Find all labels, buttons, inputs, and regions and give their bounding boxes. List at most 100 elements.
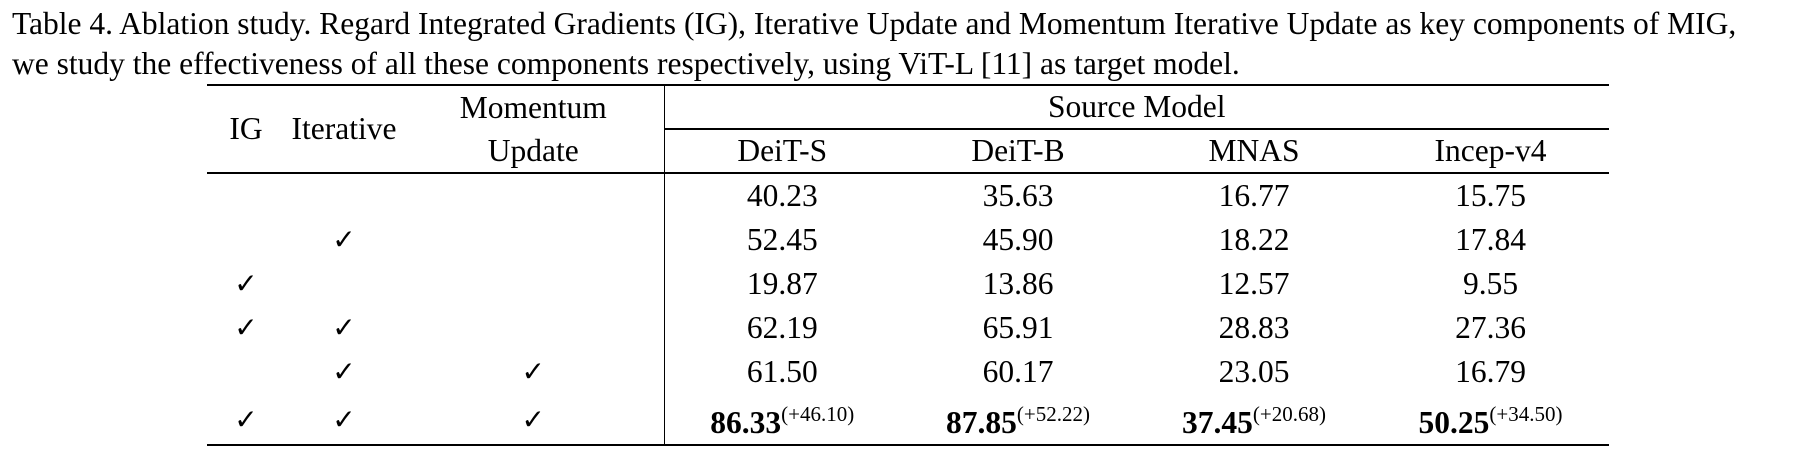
cell-value: 9.55 <box>1372 261 1609 305</box>
value-number: 16.79 <box>1455 353 1526 389</box>
header-source-incep-v4: Incep-v4 <box>1372 129 1609 174</box>
header-source-deit-b: DeiT-B <box>900 129 1136 174</box>
table-row: ✓ 52.45 45.90 18.22 17.84 <box>207 217 1609 261</box>
cell-value: 50.25(+34.50) <box>1372 393 1609 446</box>
gain-superscript: (+46.10) <box>781 402 855 426</box>
header-ig: IG <box>207 84 285 174</box>
cell-value: 12.57 <box>1136 261 1372 305</box>
checkmark-icon: ✓ <box>521 402 545 436</box>
cell-value: 15.75 <box>1372 173 1609 217</box>
table-row: ✓ ✓ 62.19 65.91 28.83 27.36 <box>207 305 1609 349</box>
checkmark-icon: ✓ <box>332 402 356 436</box>
cell-momentum <box>403 305 665 349</box>
gain-superscript: (+20.68) <box>1252 402 1326 426</box>
cell-value: 18.22 <box>1136 217 1372 261</box>
checkmark-icon: ✓ <box>234 402 258 436</box>
value-number: 45.90 <box>982 221 1054 257</box>
value-number: 50.25 <box>1418 405 1490 440</box>
checkmark-icon: ✓ <box>521 355 545 388</box>
value-number: 27.36 <box>1455 309 1526 345</box>
value-number: 40.23 <box>746 178 818 213</box>
cell-iterative <box>285 261 403 305</box>
checkmark-icon: ✓ <box>332 311 356 344</box>
cell-value: 87.85(+52.22) <box>900 393 1136 446</box>
cell-iterative: ✓ <box>285 305 403 349</box>
cell-value: 17.84 <box>1372 217 1609 261</box>
table-body: 40.23 35.63 16.77 15.75 ✓ 52.45 45.90 18.22 17.8… <box>207 173 1609 446</box>
gain-superscript: (+52.22) <box>1016 402 1090 426</box>
cell-value: 60.17 <box>900 349 1136 393</box>
table-row: 40.23 35.63 16.77 15.75 <box>207 173 1609 217</box>
header-source-mnas: MNAS <box>1136 129 1372 174</box>
checkmark-icon: ✓ <box>332 355 356 388</box>
cell-momentum: ✓ <box>403 393 665 446</box>
cell-ig: ✓ <box>207 305 285 349</box>
value-number: 62.19 <box>746 309 818 345</box>
value-number: 12.57 <box>1218 265 1290 301</box>
cell-momentum <box>403 261 665 305</box>
cell-value: 13.86 <box>900 261 1136 305</box>
checkmark-icon: ✓ <box>234 311 258 344</box>
value-number: 28.83 <box>1218 309 1290 345</box>
value-number: 19.87 <box>746 265 818 301</box>
header-source-model: Source Model <box>664 84 1609 130</box>
cell-value: 40.23 <box>664 173 900 217</box>
cell-momentum: ✓ <box>403 349 665 393</box>
value-number: 52.45 <box>746 221 818 257</box>
cell-momentum <box>403 173 665 217</box>
value-number: 23.05 <box>1218 353 1290 389</box>
checkmark-icon: ✓ <box>234 267 258 300</box>
cell-iterative <box>285 173 403 217</box>
cell-ig <box>207 349 285 393</box>
table-row: ✓ ✓ ✓ 86.33(+46.10) 87.85(+52.22) 37.45(+20.6… <box>207 393 1609 446</box>
gain-superscript: (+34.50) <box>1489 402 1563 426</box>
value-number: 65.91 <box>982 309 1054 345</box>
value-number: 16.77 <box>1218 178 1290 213</box>
ablation-table: IG Iterative Momentum Source Model Updat… <box>207 84 1609 446</box>
cell-value: 52.45 <box>664 217 900 261</box>
cell-value: 62.19 <box>664 305 900 349</box>
header-momentum-line2: Update <box>403 129 665 174</box>
cell-value: 35.63 <box>900 173 1136 217</box>
cell-value: 45.90 <box>900 217 1136 261</box>
value-number: 9.55 <box>1462 265 1519 301</box>
value-number: 13.86 <box>982 265 1054 301</box>
cell-ig: ✓ <box>207 261 285 305</box>
cell-value: 86.33(+46.10) <box>664 393 900 446</box>
cell-iterative: ✓ <box>285 393 403 446</box>
cell-value: 61.50 <box>664 349 900 393</box>
value-number: 15.75 <box>1455 178 1526 213</box>
header-iterative: Iterative <box>285 84 403 174</box>
cell-value: 27.36 <box>1372 305 1609 349</box>
cell-iterative: ✓ <box>285 217 403 261</box>
cell-value: 16.77 <box>1136 173 1372 217</box>
header-source-deit-s: DeiT-S <box>664 129 900 174</box>
cell-value: 19.87 <box>664 261 900 305</box>
value-number: 17.84 <box>1455 221 1526 257</box>
cell-iterative: ✓ <box>285 349 403 393</box>
cell-ig <box>207 173 285 217</box>
cell-ig: ✓ <box>207 393 285 446</box>
value-number: 86.33 <box>710 405 782 440</box>
cell-value: 23.05 <box>1136 349 1372 393</box>
table-row: ✓ 19.87 13.86 12.57 9.55 <box>207 261 1609 305</box>
value-number: 61.50 <box>746 353 818 389</box>
caption-line-1: Table 4. Ablation study. Regard Integrat… <box>12 6 1737 41</box>
cell-ig <box>207 217 285 261</box>
cell-value: 28.83 <box>1136 305 1372 349</box>
caption-line-2: we study the effectiveness of all these … <box>12 46 1240 81</box>
header-momentum-line1: Momentum <box>403 84 665 129</box>
cell-value: 16.79 <box>1372 349 1609 393</box>
value-number: 87.85 <box>946 405 1017 440</box>
value-number: 18.22 <box>1218 221 1290 257</box>
cell-momentum <box>403 217 665 261</box>
value-number: 37.45 <box>1182 405 1253 440</box>
table-caption: Table 4. Ablation study. Regard Integrat… <box>12 4 1792 84</box>
cell-value: 37.45(+20.68) <box>1136 393 1372 446</box>
table-row: ✓ ✓ 61.50 60.17 23.05 16.79 <box>207 349 1609 393</box>
value-number: 60.17 <box>982 353 1054 389</box>
checkmark-icon: ✓ <box>332 223 356 256</box>
cell-value: 65.91 <box>900 305 1136 349</box>
value-number: 35.63 <box>982 178 1054 213</box>
